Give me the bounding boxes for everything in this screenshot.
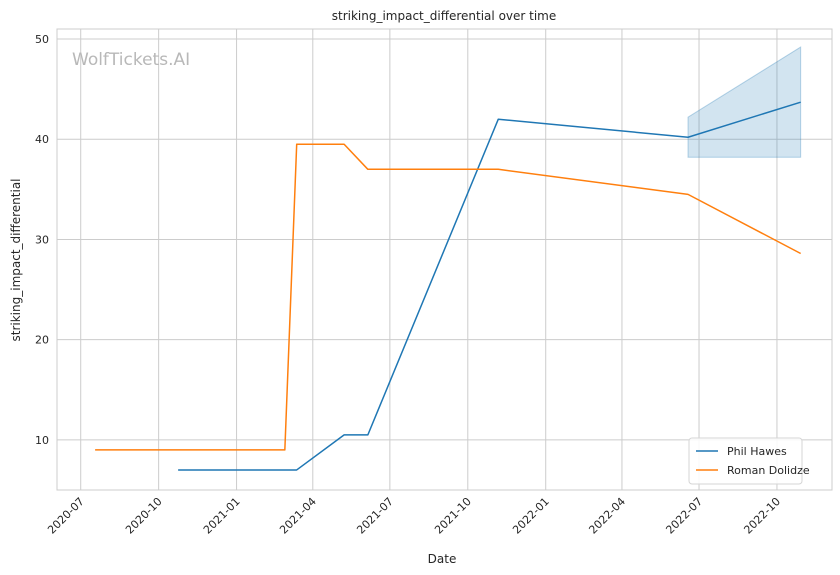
x-axis-label: Date	[428, 552, 457, 566]
legend-entry: Roman Dolidze	[727, 464, 810, 477]
x-tick-label: 2021-10	[432, 495, 474, 537]
plot-frame	[56, 28, 833, 491]
y-tick-label: 10	[35, 434, 49, 447]
x-axis-ticks: 2020-07 2020-10 2021-01 2021-04 2021-07 2021-…	[45, 495, 783, 537]
y-tick-label: 30	[35, 233, 49, 246]
y-tick-label: 50	[35, 33, 49, 46]
y-axis-ticks: 10 20 30 40 50	[35, 33, 49, 447]
x-tick-label: 2022-10	[741, 495, 783, 537]
legend-entry: Phil Hawes	[727, 445, 787, 458]
x-tick-label: 2020-07	[45, 495, 87, 537]
y-axis-label: striking_impact_differential	[9, 178, 23, 341]
series-lines	[95, 101, 802, 471]
y-tick-label: 20	[35, 334, 49, 347]
watermark: WolfTickets.AI	[72, 50, 190, 70]
x-tick-label: 2022-04	[586, 495, 628, 537]
x-tick-label: 2022-01	[510, 495, 552, 537]
y-tick-label: 40	[35, 133, 49, 146]
x-tick-label: 2021-07	[354, 495, 396, 537]
confidence-bands	[687, 46, 802, 158]
series-line-0	[178, 101, 801, 471]
x-tick-label: 2021-04	[277, 495, 319, 537]
x-tick-label: 2022-07	[663, 495, 705, 537]
grid	[57, 29, 832, 490]
confidence-band-0	[687, 46, 802, 158]
x-tick-label: 2021-01	[201, 495, 243, 537]
series-line-1	[95, 143, 802, 451]
x-tick-label: 2020-10	[123, 495, 165, 537]
chart-title: striking_impact_differential over time	[332, 9, 557, 23]
legend-box	[688, 437, 803, 485]
legend: Phil Hawes Roman Dolidze	[688, 437, 810, 485]
